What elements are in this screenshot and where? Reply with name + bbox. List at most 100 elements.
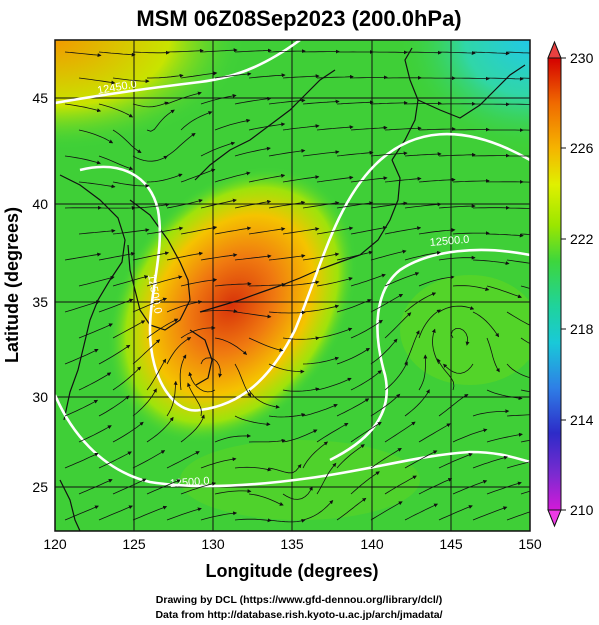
streamline xyxy=(166,132,196,157)
streamline xyxy=(302,201,340,209)
streamline xyxy=(506,311,530,326)
streamline xyxy=(384,361,408,391)
x-tick-label: 125 xyxy=(122,536,146,552)
streamline xyxy=(248,173,286,183)
streamline xyxy=(166,380,178,417)
credit-line: Drawing by DCL (https://www.gfd-dennou.o… xyxy=(156,594,442,606)
streamline xyxy=(112,478,147,495)
streamline xyxy=(521,129,530,131)
streamline xyxy=(486,285,522,299)
streamline xyxy=(64,252,102,261)
streamline xyxy=(200,253,238,261)
streamline xyxy=(370,249,407,261)
streamline xyxy=(147,73,184,79)
streamline xyxy=(302,99,340,105)
y-tick-label: 35 xyxy=(32,294,48,310)
colorbar-gradient xyxy=(547,57,562,511)
x-tick-label: 150 xyxy=(518,536,542,552)
streamline xyxy=(336,444,365,469)
streamline xyxy=(486,233,524,238)
streamline xyxy=(166,451,200,469)
streamline xyxy=(370,151,408,157)
streamline xyxy=(268,98,306,105)
streamline xyxy=(166,507,202,521)
streamline xyxy=(418,228,456,235)
streamline xyxy=(132,450,166,469)
streamline xyxy=(350,273,386,287)
streamline xyxy=(112,228,150,235)
x-tick-label: 135 xyxy=(280,536,304,552)
streamline xyxy=(98,505,133,521)
streamline xyxy=(234,254,272,261)
streamline xyxy=(214,281,252,287)
streamline xyxy=(384,421,416,443)
x-tick-marks xyxy=(54,525,531,531)
x-tick-label: 130 xyxy=(201,536,225,552)
streamline xyxy=(452,127,490,132)
streamline xyxy=(486,481,522,495)
streamline xyxy=(214,72,252,79)
streamline xyxy=(418,478,453,495)
streamline xyxy=(350,125,388,131)
streamline xyxy=(431,328,440,365)
streamline xyxy=(188,371,216,393)
streamline xyxy=(98,344,131,365)
streamline xyxy=(64,505,99,521)
streamline xyxy=(64,399,99,417)
streamline xyxy=(98,155,134,171)
streamline xyxy=(316,226,354,235)
streamline xyxy=(418,126,456,131)
streamline xyxy=(443,363,474,374)
streamline xyxy=(214,337,248,355)
streamline xyxy=(316,377,352,391)
streamline xyxy=(506,461,530,469)
streamline xyxy=(112,129,142,154)
streamline xyxy=(64,103,102,113)
streamline xyxy=(146,358,167,391)
streamline xyxy=(268,254,306,261)
streamline xyxy=(146,226,184,235)
streamline xyxy=(506,511,530,521)
streamline xyxy=(520,389,530,393)
streamline xyxy=(472,455,508,469)
streamline xyxy=(520,77,530,79)
streamline xyxy=(132,388,157,417)
streamline xyxy=(452,428,488,443)
streamline xyxy=(112,77,150,84)
streamline xyxy=(350,75,388,80)
streamline xyxy=(200,48,238,53)
streamline xyxy=(437,358,455,391)
streamline xyxy=(78,181,116,189)
streamline xyxy=(98,103,134,118)
streamline xyxy=(132,202,170,209)
streamline xyxy=(336,299,372,313)
streamline xyxy=(418,177,456,183)
streamline xyxy=(418,275,455,287)
streamline xyxy=(452,231,490,236)
streamline xyxy=(234,466,272,472)
streamline xyxy=(146,275,183,287)
streamline xyxy=(404,101,442,106)
streamline xyxy=(452,76,490,81)
streamline xyxy=(384,126,422,131)
contour-label: 12500.0 xyxy=(429,234,470,249)
streamline xyxy=(370,501,403,521)
height-contours xyxy=(55,40,530,488)
streamline xyxy=(200,309,238,314)
streamline xyxy=(180,414,205,443)
streamline xyxy=(268,310,306,315)
streamline xyxy=(472,259,510,266)
streamline xyxy=(438,394,469,417)
streamline xyxy=(98,298,134,313)
streamline xyxy=(302,441,329,469)
streamline xyxy=(166,48,204,53)
streamline xyxy=(64,300,101,313)
streamline xyxy=(112,366,142,391)
streamline xyxy=(452,178,490,183)
streamline xyxy=(234,311,272,319)
colorbar-tick-label: 226 xyxy=(570,140,594,156)
streamline xyxy=(302,150,340,157)
streamline xyxy=(64,51,102,58)
streamline xyxy=(404,503,439,521)
